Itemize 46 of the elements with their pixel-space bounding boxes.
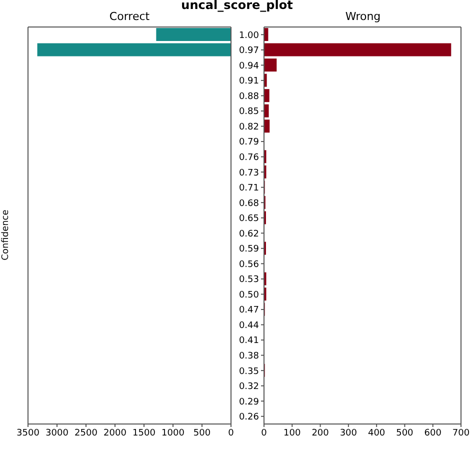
y-tick-label: 0.88 xyxy=(238,92,260,102)
x-tick-label: 1000 xyxy=(162,428,185,438)
y-tick-label: 0.50 xyxy=(238,290,260,300)
y-tick-label: 0.41 xyxy=(238,336,259,346)
y-tick-label: 0.44 xyxy=(238,320,260,331)
x-tick-label: 200 xyxy=(312,428,330,438)
y-tick-label: 0.38 xyxy=(238,351,260,362)
y-tick-label: 0.73 xyxy=(238,168,259,178)
y-tick-label: 0.91 xyxy=(238,76,259,87)
chart-subtitle: Correct xyxy=(109,10,150,23)
x-tick-label: 2000 xyxy=(104,428,127,438)
chart-title: uncal_score_plot xyxy=(181,0,293,12)
y-tick-label: 0.56 xyxy=(238,260,260,270)
y-tick-label: 0.47 xyxy=(238,306,259,316)
x-tick-label: 100 xyxy=(284,428,301,438)
y-tick-label: 0.59 xyxy=(238,244,260,255)
chart-title: Wrong xyxy=(345,10,381,23)
x-tick-label: 400 xyxy=(368,428,386,438)
y-tick-label: 0.26 xyxy=(238,412,260,423)
x-tick-label: 500 xyxy=(396,428,414,438)
y-tick-label: 0.65 xyxy=(238,214,259,224)
x-tick-label: 3000 xyxy=(46,428,69,438)
y-tick-label: 0.62 xyxy=(238,229,259,240)
y-tick-label: 0.97 xyxy=(238,46,259,56)
x-tick-label: 600 xyxy=(424,428,442,438)
x-tick-label: 500 xyxy=(193,428,211,438)
x-tick-label: 0 xyxy=(261,428,268,438)
y-tick-label: 0.85 xyxy=(238,107,259,118)
x-tick-label: 700 xyxy=(452,428,470,438)
y-tick-label: 0.68 xyxy=(238,198,260,209)
y-tick-label: 0.53 xyxy=(238,275,259,286)
y-tick-label: 0.76 xyxy=(238,152,260,163)
y-tick-label: 0.82 xyxy=(238,122,259,132)
x-tick-label: 1500 xyxy=(132,428,156,438)
x-tick-label: 3500 xyxy=(16,428,40,438)
y-tick-label: 0.32 xyxy=(238,382,259,392)
x-tick-label: 0 xyxy=(228,428,234,438)
y-tick-label: 0.79 xyxy=(238,138,260,148)
y-axis-title: Confidence xyxy=(1,208,11,262)
y-tick-label: 0.94 xyxy=(238,61,260,72)
x-tick-label: 2500 xyxy=(74,428,98,438)
y-tick-label: 0.29 xyxy=(238,397,260,408)
y-tick-label: 0.35 xyxy=(238,366,259,377)
y-tick-label: 1.00 xyxy=(238,30,260,41)
y-tick-label: 0.71 xyxy=(238,184,259,194)
x-tick-label: 300 xyxy=(340,428,358,438)
